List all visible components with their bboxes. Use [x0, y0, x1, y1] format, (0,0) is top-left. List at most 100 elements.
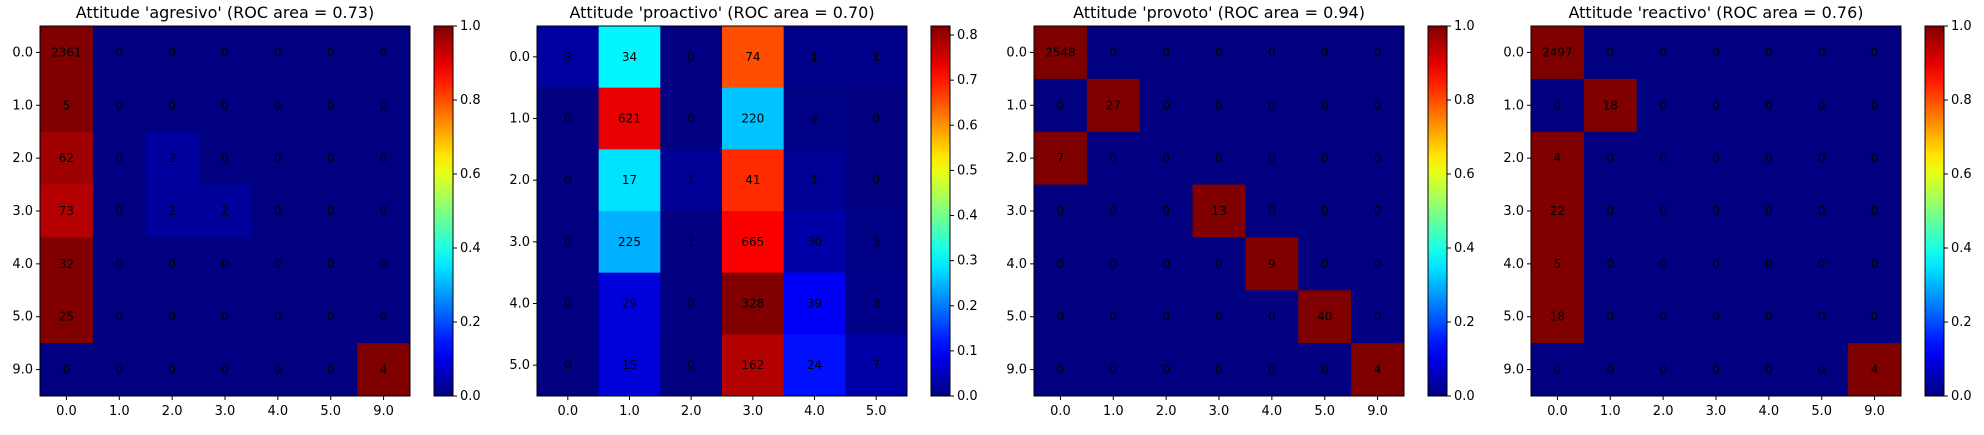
- cell-value-label: 0: [1374, 45, 1382, 59]
- heatmap-cell: [40, 343, 94, 397]
- x-tick-label: 9.0: [1864, 404, 1885, 419]
- cell-value-label: 0: [380, 98, 388, 112]
- cell-value-label: 0: [1606, 204, 1614, 218]
- heatmap-cell: [198, 184, 252, 238]
- x-tick-label: 0.0: [557, 404, 578, 419]
- cell-value-label: 0: [327, 98, 335, 112]
- cell-value-label: 0: [221, 98, 229, 112]
- heatmap-cell: [1086, 290, 1141, 344]
- cell-value-label: 2: [168, 204, 176, 218]
- x-tick-label: 3.0: [742, 404, 763, 419]
- cell-value-label: 0: [274, 310, 282, 324]
- cell-value-label: 0: [1712, 310, 1720, 324]
- cell-value-label: 0: [380, 151, 388, 165]
- heatmap-cell: [357, 290, 411, 344]
- colorbar-tick-label: 0.3: [957, 254, 978, 269]
- cell-value-label: 0: [1057, 363, 1065, 377]
- y-tick-label: 2.0: [12, 151, 33, 166]
- colorbar-tick-label: 0.1: [957, 344, 978, 359]
- heatmap-cell: [1795, 343, 1849, 397]
- heatmap-cell: [251, 343, 305, 397]
- cell-value-label: 0: [168, 45, 176, 59]
- cell-value-label: 0: [274, 45, 282, 59]
- cell-value-label: 0: [687, 358, 695, 372]
- cell-value-label: 0: [1554, 363, 1562, 377]
- heatmap-cell: [198, 290, 252, 344]
- cell-value-label: 22: [1550, 204, 1565, 218]
- cell-value-label: 3: [564, 50, 572, 64]
- x-tick-label: 5.0: [866, 404, 887, 419]
- colorbar-tick-label: 0.4: [460, 241, 481, 256]
- heatmap-cell: [1583, 237, 1638, 291]
- cell-value-label: 0: [1765, 45, 1773, 59]
- heatmap-cell: [1139, 343, 1194, 397]
- colorbar-tick-label: 0.0: [957, 389, 978, 404]
- heatmap-cell: [845, 87, 908, 150]
- cell-value-label: 0: [1109, 45, 1117, 59]
- y-tick-label: 4.0: [1006, 257, 1027, 272]
- x-tick-label: 9.0: [1367, 404, 1388, 419]
- heatmap-cell: [1351, 184, 1405, 238]
- cell-value-label: 0: [1765, 310, 1773, 324]
- heatmap-cell: [1583, 290, 1638, 344]
- cell-value-label: 0: [1109, 204, 1117, 218]
- chart-title: Attitude 'reactivo' (ROC area = 0.76): [1568, 3, 1863, 22]
- colorbar: [930, 25, 951, 397]
- cell-value-label: 0: [1712, 98, 1720, 112]
- y-tick-label: 5.0: [12, 310, 33, 325]
- heatmap-cell: [357, 184, 411, 238]
- cell-value-label: 220: [741, 112, 764, 126]
- cell-value-label: 0: [1871, 204, 1879, 218]
- heatmap-cell: [357, 131, 411, 186]
- heatmap-cell: [251, 78, 305, 133]
- heatmap-cell: [145, 184, 200, 238]
- heatmap-cell: [1245, 26, 1299, 80]
- heatmap-cell: [598, 211, 661, 274]
- cell-value-label: 0: [221, 257, 229, 271]
- heatmap-cell: [1636, 237, 1691, 291]
- cell-value-label: 0: [115, 45, 123, 59]
- colorbar: [1924, 25, 1945, 397]
- colorbar-tick-label: 0.6: [460, 167, 481, 182]
- colorbar-tick-label: 0.6: [957, 118, 978, 133]
- y-tick-label: 0.0: [1503, 45, 1524, 60]
- heatmap-cell: [1531, 131, 1585, 186]
- heatmap-cell: [1531, 26, 1585, 80]
- x-tick-label: 5.0: [320, 404, 341, 419]
- heatmap-cell: [1583, 78, 1638, 133]
- cell-value-label: 0: [380, 257, 388, 271]
- heatmap-cell: [1848, 237, 1902, 291]
- heatmap-cell: [1192, 131, 1246, 186]
- colorbar-tick-label: 0.8: [1454, 93, 1475, 108]
- heatmap-cell: [1795, 184, 1849, 238]
- colorbar-tick-label: 0.2: [1454, 315, 1475, 330]
- cell-value-label: 0: [1162, 257, 1170, 271]
- heatmap-cell: [1689, 290, 1743, 344]
- heatmap-cell: [1086, 237, 1141, 291]
- cell-value-label: 4: [811, 112, 819, 126]
- colorbar-tick-label: 0.0: [460, 389, 481, 404]
- cell-value-label: 0: [564, 358, 572, 372]
- heatmap-cell: [1795, 290, 1849, 344]
- heatmap-cell: [1139, 237, 1194, 291]
- heatmap-cell: [1086, 184, 1141, 238]
- heatmap-cell: [92, 237, 147, 291]
- axes-frame: [536, 25, 908, 397]
- cell-value-label: 0: [1659, 98, 1667, 112]
- cell-value-label: 0: [1109, 151, 1117, 165]
- heatmap-cell: [92, 78, 147, 133]
- cell-value-label: 40: [1317, 310, 1332, 324]
- cell-value-label: 3: [872, 235, 880, 249]
- cell-value-label: 0: [327, 204, 335, 218]
- y-tick-label: 2.0: [509, 173, 530, 188]
- heatmap-cell: [845, 26, 908, 89]
- cell-value-label: 0: [1871, 151, 1879, 165]
- cell-value-label: 0: [1162, 98, 1170, 112]
- cell-value-label: 7: [1057, 151, 1065, 165]
- cell-value-label: 0: [1268, 310, 1276, 324]
- heatmap-cell: [1636, 26, 1691, 80]
- cell-value-label: 0: [1765, 363, 1773, 377]
- heatmap-cell: [40, 237, 94, 291]
- heatmap-cell: [1086, 78, 1141, 133]
